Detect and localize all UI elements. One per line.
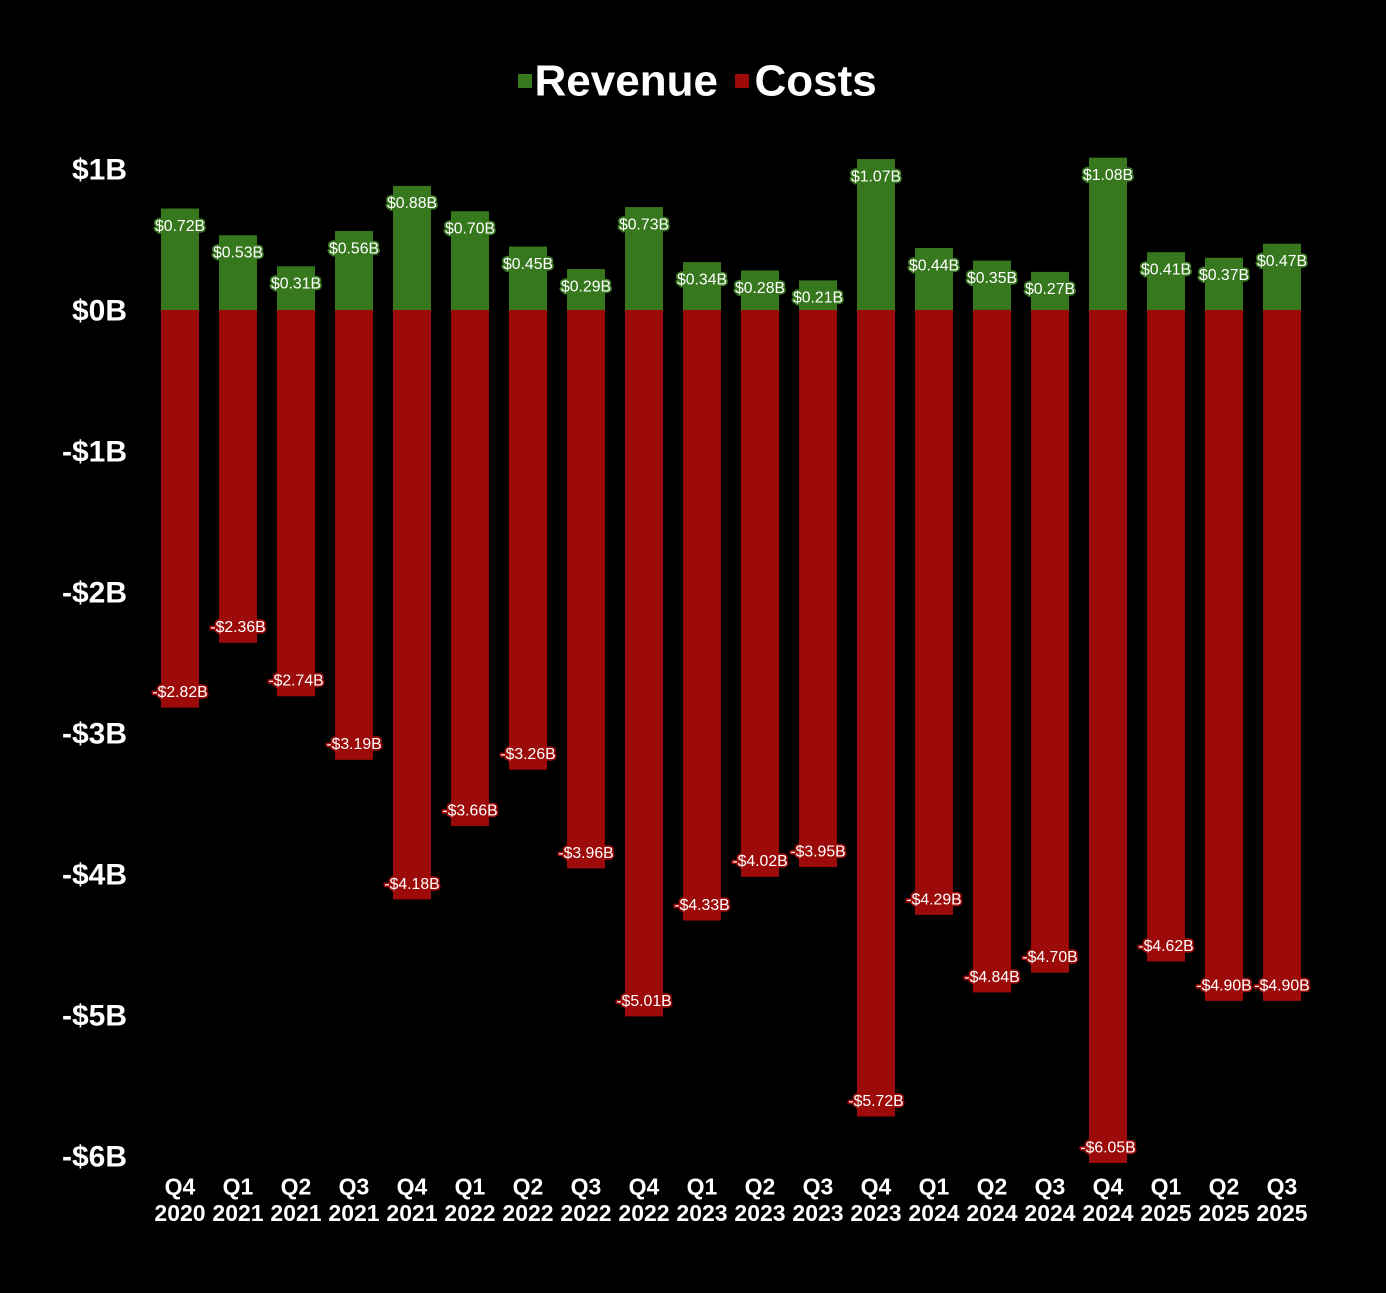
svg-text:Q2: Q2 — [1209, 1174, 1240, 1200]
svg-text:$0.45B: $0.45B — [503, 256, 553, 273]
svg-text:-$4.62B: -$4.62B — [1138, 938, 1193, 955]
svg-text:2025: 2025 — [1140, 1200, 1191, 1226]
svg-text:-$5.72B: -$5.72B — [848, 1093, 903, 1110]
svg-text:-$6.05B: -$6.05B — [1080, 1140, 1135, 1157]
svg-text:2025: 2025 — [1198, 1200, 1249, 1226]
svg-text:$0B: $0B — [72, 294, 127, 327]
svg-text:2023: 2023 — [850, 1200, 901, 1226]
svg-text:-$3.66B: -$3.66B — [442, 803, 497, 820]
svg-text:-$4.90B: -$4.90B — [1254, 977, 1309, 994]
svg-text:2024: 2024 — [1024, 1200, 1075, 1226]
svg-text:Q1: Q1 — [1151, 1174, 1182, 1200]
svg-text:$0.88B: $0.88B — [387, 195, 437, 212]
svg-text:-$2.74B: -$2.74B — [268, 673, 323, 690]
svg-text:2024: 2024 — [1082, 1200, 1133, 1226]
svg-text:-$6B: -$6B — [62, 1140, 127, 1173]
svg-text:2021: 2021 — [212, 1200, 263, 1226]
svg-text:2021: 2021 — [386, 1200, 437, 1226]
svg-text:$0.41B: $0.41B — [1141, 262, 1191, 279]
svg-text:-$4.02B: -$4.02B — [732, 853, 787, 870]
svg-text:2022: 2022 — [444, 1200, 495, 1226]
svg-text:-$1B: -$1B — [62, 435, 127, 468]
svg-text:$0.34B: $0.34B — [677, 271, 727, 288]
svg-text:$0.21B: $0.21B — [793, 290, 843, 307]
svg-text:$0.53B: $0.53B — [213, 245, 263, 262]
svg-text:$0.44B: $0.44B — [909, 257, 959, 274]
svg-text:$0.73B: $0.73B — [619, 216, 669, 233]
svg-text:$0.28B: $0.28B — [735, 280, 785, 297]
svg-text:2021: 2021 — [270, 1200, 321, 1226]
svg-text:2021: 2021 — [328, 1200, 379, 1226]
svg-text:Q3: Q3 — [803, 1174, 834, 1200]
svg-text:Q4: Q4 — [397, 1174, 428, 1200]
svg-text:Q4: Q4 — [629, 1174, 660, 1200]
svg-text:2022: 2022 — [560, 1200, 611, 1226]
svg-text:$0.72B: $0.72B — [155, 218, 205, 235]
svg-text:2025: 2025 — [1256, 1200, 1307, 1226]
svg-text:$1.08B: $1.08B — [1083, 167, 1133, 184]
svg-text:Q3: Q3 — [339, 1174, 370, 1200]
svg-text:-$4.90B: -$4.90B — [1196, 977, 1251, 994]
svg-text:Q4: Q4 — [861, 1174, 892, 1200]
svg-text:-$5B: -$5B — [62, 999, 127, 1032]
svg-text:$0.70B: $0.70B — [445, 221, 495, 238]
svg-text:2024: 2024 — [966, 1200, 1017, 1226]
svg-text:-$3.96B: -$3.96B — [558, 845, 613, 862]
svg-text:Q3: Q3 — [571, 1174, 602, 1200]
svg-text:$0.56B: $0.56B — [329, 240, 379, 257]
svg-text:$0.27B: $0.27B — [1025, 281, 1075, 298]
svg-text:-$4.29B: -$4.29B — [906, 891, 961, 908]
svg-text:$0.35B: $0.35B — [967, 270, 1017, 287]
svg-text:$1.07B: $1.07B — [851, 168, 901, 185]
svg-text:Costs: Costs — [755, 57, 877, 106]
svg-text:-$3.26B: -$3.26B — [500, 746, 555, 763]
svg-text:Q4: Q4 — [165, 1174, 196, 1200]
svg-text:-$4.70B: -$4.70B — [1022, 949, 1077, 966]
svg-text:-$5.01B: -$5.01B — [616, 993, 671, 1010]
svg-text:Revenue: Revenue — [535, 57, 718, 106]
svg-text:-$4.33B: -$4.33B — [674, 897, 729, 914]
svg-text:-$4B: -$4B — [62, 858, 127, 891]
svg-text:$0.31B: $0.31B — [271, 276, 321, 293]
svg-text:-$2.36B: -$2.36B — [210, 619, 265, 636]
svg-text:2023: 2023 — [792, 1200, 843, 1226]
svg-text:2020: 2020 — [154, 1200, 205, 1226]
svg-text:Q2: Q2 — [281, 1174, 312, 1200]
svg-text:-$3.95B: -$3.95B — [790, 843, 845, 860]
svg-text:Q3: Q3 — [1267, 1174, 1298, 1200]
svg-text:Q2: Q2 — [745, 1174, 776, 1200]
svg-text:Q1: Q1 — [223, 1174, 254, 1200]
svg-text:$0.29B: $0.29B — [561, 278, 611, 295]
svg-text:Q2: Q2 — [977, 1174, 1008, 1200]
svg-text:$1B: $1B — [72, 153, 127, 186]
svg-text:-$3B: -$3B — [62, 717, 127, 750]
svg-text:-$4.84B: -$4.84B — [964, 969, 1019, 986]
svg-text:-$2.82B: -$2.82B — [152, 684, 207, 701]
svg-text:Q4: Q4 — [1093, 1174, 1124, 1200]
svg-text:2022: 2022 — [502, 1200, 553, 1226]
svg-text:Q1: Q1 — [687, 1174, 718, 1200]
svg-text:2022: 2022 — [618, 1200, 669, 1226]
svg-text:Q1: Q1 — [455, 1174, 486, 1200]
svg-text:-$3.19B: -$3.19B — [326, 736, 381, 753]
svg-text:$0.37B: $0.37B — [1199, 267, 1249, 284]
svg-text:2024: 2024 — [908, 1200, 959, 1226]
svg-text:$0.47B: $0.47B — [1257, 253, 1307, 270]
svg-text:Q1: Q1 — [919, 1174, 950, 1200]
svg-text:Q3: Q3 — [1035, 1174, 1066, 1200]
svg-text:-$4.18B: -$4.18B — [384, 876, 439, 893]
svg-text:2023: 2023 — [734, 1200, 785, 1226]
svg-text:Q2: Q2 — [513, 1174, 544, 1200]
svg-text:-$2B: -$2B — [62, 576, 127, 609]
svg-text:2023: 2023 — [676, 1200, 727, 1226]
